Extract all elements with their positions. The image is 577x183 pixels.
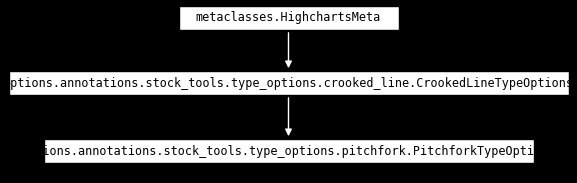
Text: options.annotations.stock_tools.type_options.crooked_line.CrookedLineTypeOptions: options.annotations.stock_tools.type_opt… <box>3 76 574 89</box>
FancyBboxPatch shape <box>43 139 534 163</box>
Text: metaclasses.HighchartsMeta: metaclasses.HighchartsMeta <box>196 12 381 25</box>
FancyBboxPatch shape <box>178 6 399 30</box>
Text: options.annotations.stock_tools.type_options.pitchfork.PitchforkTypeOptions: options.annotations.stock_tools.type_opt… <box>21 145 556 158</box>
FancyBboxPatch shape <box>9 71 568 95</box>
